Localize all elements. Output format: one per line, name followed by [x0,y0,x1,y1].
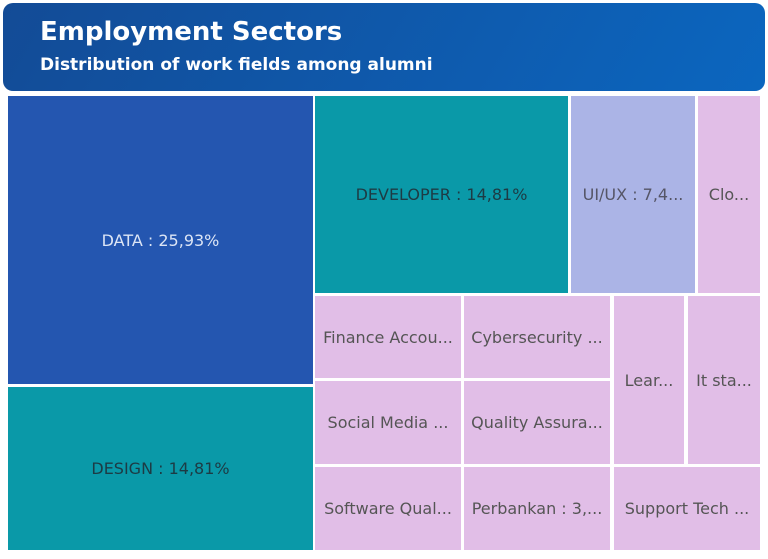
treemap-tile[interactable]: DATA : 25,93% [8,96,313,384]
chart-header: Employment Sectors Distribution of work … [3,3,765,91]
tile-label: Lear... [624,370,674,390]
treemap-tile[interactable]: It sta... [688,296,760,464]
treemap-tile[interactable]: Finance Accou... [315,296,461,378]
tile-label: Software Qual... [324,499,452,518]
chart-subtitle: Distribution of work fields among alumni [40,55,433,75]
treemap-tile[interactable]: Lear... [614,296,684,464]
treemap-tile[interactable]: Support Tech ... [614,467,760,550]
treemap-tile[interactable]: Perbankan : 3,... [464,467,610,550]
tile-label: UI/UX : 7,4... [582,185,684,204]
treemap-tile[interactable]: DESIGN : 14,81% [8,387,313,550]
chart-title: Employment Sectors [40,17,343,47]
tile-label: Social Media ... [327,413,449,432]
tile-label: Perbankan : 3,... [471,499,603,518]
tile-label: It sta... [696,370,752,390]
treemap-tile[interactable]: Software Qual... [315,467,461,550]
treemap-tile[interactable]: UI/UX : 7,4... [571,96,695,293]
tile-label: Clo... [708,185,750,204]
treemap-tile[interactable]: Cybersecurity ... [464,296,610,378]
tile-label: DESIGN : 14,81% [91,459,230,478]
tile-label: Support Tech ... [624,499,750,518]
treemap-tile[interactable]: DEVELOPER : 14,81% [315,96,568,293]
tile-label: Quality Assura... [471,413,603,432]
tile-label: DATA : 25,93% [101,230,220,250]
treemap-tile[interactable]: Social Media ... [315,381,461,464]
tile-label: DEVELOPER : 14,81% [355,185,528,204]
tile-label: Cybersecurity ... [471,327,603,347]
treemap-tile[interactable]: Clo... [698,96,760,293]
treemap-tile[interactable]: Quality Assura... [464,381,610,464]
tile-label: Finance Accou... [323,327,453,347]
